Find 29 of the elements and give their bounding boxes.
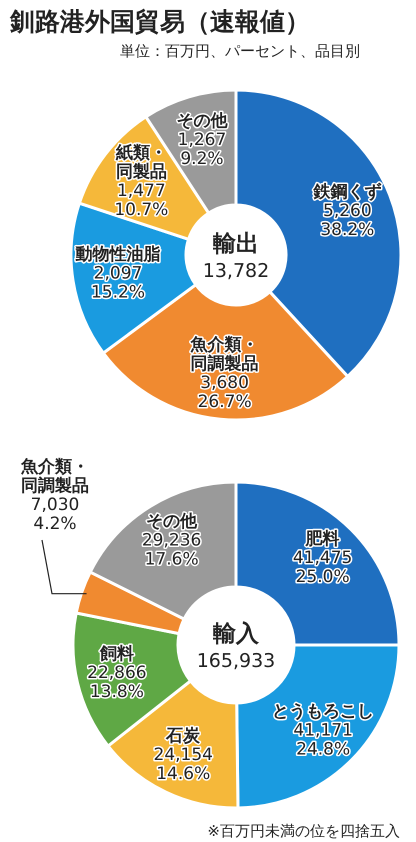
text: 輸入 [212, 621, 260, 647]
slice-label: その他 [176, 110, 228, 131]
chart-title: 釧路港外国貿易（速報値） [9, 7, 310, 36]
slice-label: 動物性油脂 [74, 244, 160, 264]
slice-label: 鉄鋼くず [312, 182, 382, 202]
data-label: 22,866 13.8% [87, 663, 147, 702]
slice-label: その他 [146, 511, 198, 532]
data-label: 29,236 17.6% [142, 530, 202, 570]
slice-label: 魚介類・同調製品 [20, 457, 89, 496]
slice-label: 石炭 [165, 726, 202, 746]
data-label: 3,680 26.7% [198, 372, 252, 412]
text: ※百万円未満の位を四捨五入 [207, 822, 400, 840]
data-label: 1,477 10.7% [114, 181, 168, 220]
chart-subtitle: 単位：百万円、パーセント、品目別 [120, 42, 360, 60]
slice-label: 飼料 [98, 644, 134, 664]
slice-label: 肥料 [304, 528, 340, 549]
data-label: 7,030 4.2% [30, 495, 80, 534]
data-label: 2,097 15.2% [90, 263, 145, 302]
text: 輸出 [212, 231, 259, 257]
slice-label: 紙類・同製品 [114, 143, 167, 182]
data-label: 1,267 9.2% [178, 130, 226, 169]
slice-label: 魚介類・同調製品 [190, 334, 259, 374]
data-label: 41,475 25.0% [292, 548, 352, 587]
data-label: 41,171 24.8% [293, 720, 353, 760]
text: 13,782 [202, 260, 270, 282]
slice-label: とうもろこし [272, 702, 374, 722]
text: 165,933 [196, 650, 276, 672]
data-label: 5,260 38.2% [320, 201, 374, 240]
data-label: 24,154 14.6% [154, 745, 213, 784]
